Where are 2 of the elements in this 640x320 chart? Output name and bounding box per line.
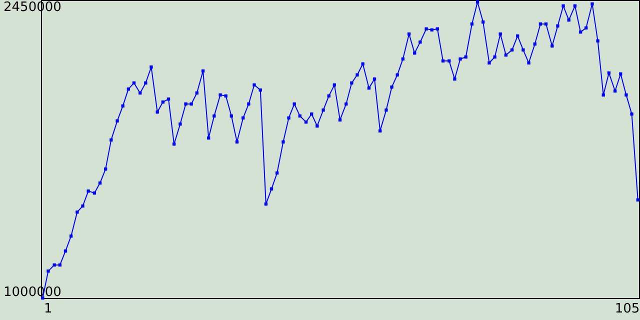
x-tick-label: 1: [44, 302, 52, 316]
x-tick-label: 105: [614, 302, 640, 316]
